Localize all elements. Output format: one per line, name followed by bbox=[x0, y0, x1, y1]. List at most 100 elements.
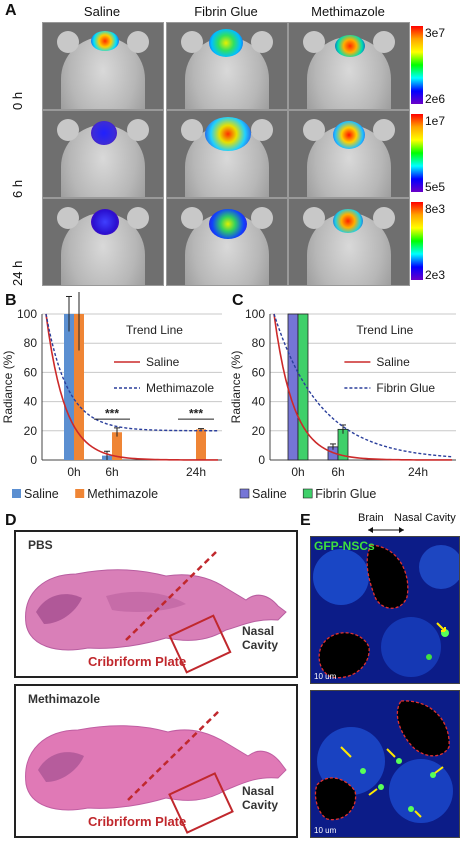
x-tick-label: 24h bbox=[186, 465, 206, 479]
y-tick-label: 0 bbox=[258, 453, 265, 467]
panel-label-c: C bbox=[232, 292, 244, 309]
trend-legend-label-saline: Saline bbox=[376, 355, 410, 369]
fluorescence-bottom-drawing bbox=[311, 691, 459, 837]
trend-line-fibrin-glue bbox=[273, 313, 453, 458]
legend-label-saline: Saline bbox=[24, 487, 59, 501]
panel-label-d: D bbox=[5, 512, 17, 529]
mouse-image-saline-6h bbox=[42, 110, 164, 198]
colorbar-24h-max: 8e3 bbox=[425, 202, 446, 216]
cribriform-line-pbs bbox=[125, 551, 217, 641]
mouse-image-fibrin-glue-24h bbox=[166, 198, 288, 286]
bar-methimazole bbox=[196, 429, 206, 460]
highlight-box-pbs bbox=[168, 614, 232, 674]
mouse-image-methimazole-6h bbox=[288, 110, 410, 198]
x-tick-label: 0h bbox=[67, 465, 80, 479]
nasal-direction-label: Nasal Cavity bbox=[394, 512, 456, 524]
label-methimazole: Methimazole bbox=[28, 692, 101, 706]
trend-legend-label-2: Fibrin Glue bbox=[376, 381, 435, 395]
y-tick-label: 20 bbox=[252, 424, 266, 438]
legend-label-saline: Saline bbox=[252, 487, 287, 501]
cribriform-plate-label-methimazole: Cribriform Plate bbox=[88, 814, 187, 829]
colorbar-0h-max: 3e7 bbox=[425, 26, 446, 40]
x-tick-label: 6h bbox=[331, 465, 344, 479]
panel-label-a: A bbox=[5, 2, 17, 19]
significance-label: *** bbox=[189, 407, 203, 421]
y-axis-label: Radiance (%) bbox=[229, 351, 243, 424]
y-tick-label: 60 bbox=[252, 365, 266, 379]
y-tick-label: 0 bbox=[30, 453, 37, 467]
y-tick-label: 80 bbox=[252, 336, 266, 350]
cribriform-plate-label-pbs: Cribriform Plate bbox=[88, 654, 187, 669]
histology-pbs: PBS Cribriform Plate Nasal Cavity bbox=[14, 530, 298, 678]
y-tick-label: 100 bbox=[245, 307, 265, 321]
chart-panel-c: 0 20 40 60 80 100 Radiance (%) 0h 6h 24h Trend Lin… bbox=[229, 307, 456, 501]
colorbar-0h-min: 2e6 bbox=[425, 92, 446, 106]
mouse-image-methimazole-24h bbox=[288, 198, 410, 286]
trend-legend-label-2: Methimazole bbox=[146, 381, 214, 395]
colorbar-6h-max: 1e7 bbox=[425, 114, 446, 128]
legend-swatch-saline bbox=[239, 488, 250, 499]
bar-saline bbox=[64, 314, 74, 460]
mouse-image-methimazole-0h bbox=[288, 22, 410, 110]
fluorescence-image-bottom: 10 um bbox=[310, 690, 460, 838]
histology-methimazole-drawing bbox=[25, 709, 287, 834]
row-label-0h: 0 h bbox=[10, 91, 25, 110]
x-tick-label: 0h bbox=[291, 465, 304, 479]
scale-bar-label-top: 10 um bbox=[314, 672, 337, 681]
colorbar-24h bbox=[411, 202, 423, 280]
row-label-24h: 24 h bbox=[10, 260, 25, 286]
bar-methimazole bbox=[74, 314, 84, 460]
mouse-image-saline-24h bbox=[42, 198, 164, 286]
nasal-cavity-label-methimazole: Nasal Cavity bbox=[242, 784, 279, 812]
y-tick-label: 100 bbox=[17, 307, 37, 321]
panel-label-b: B bbox=[5, 292, 17, 309]
scale-bar-label-bottom: 10 um bbox=[314, 826, 337, 835]
panel-label-e: E bbox=[300, 512, 311, 529]
y-axis-label: Radiance (%) bbox=[1, 351, 15, 424]
y-tick-label: 40 bbox=[252, 395, 266, 409]
column-header-methimazole: Methimazole bbox=[311, 4, 385, 19]
trend-legend-title: Trend Line bbox=[126, 323, 183, 337]
column-header-saline: Saline bbox=[83, 4, 121, 19]
row-label-6h: 6 h bbox=[10, 179, 25, 198]
y-tick-label: 60 bbox=[24, 365, 38, 379]
mouse-image-fibrin-glue-6h bbox=[166, 110, 288, 198]
y-tick-label: 40 bbox=[24, 395, 38, 409]
legend-swatch-fibrin-glue bbox=[302, 488, 313, 499]
histology-methimazole: Methimazole Cribriform Plate Nasal Cavit… bbox=[14, 684, 298, 838]
colorbar-6h bbox=[411, 114, 423, 192]
significance-label: *** bbox=[105, 407, 119, 421]
chart-panel-b: 0 20 40 60 80 100 Radiance (%) 0h 6h 24h Trend Lin… bbox=[1, 292, 222, 501]
y-tick-label: 80 bbox=[24, 336, 38, 350]
bar-saline bbox=[287, 313, 299, 461]
trend-line-saline bbox=[273, 313, 453, 461]
trend-legend-title: Trend Line bbox=[356, 323, 413, 337]
legend-label-fibrin-glue: Fibrin Glue bbox=[315, 487, 376, 501]
label-pbs: PBS bbox=[28, 538, 53, 552]
legend-label-methimazole: Methimazole bbox=[87, 487, 158, 501]
colorbar-24h-min: 2e3 bbox=[425, 268, 446, 282]
fluorescence-image-top: GFP-NSCs 10 um bbox=[310, 536, 460, 684]
trend-legend-label-saline: Saline bbox=[146, 355, 180, 369]
legend-swatch-methimazole bbox=[75, 489, 85, 498]
colorbar-0h bbox=[411, 26, 423, 104]
trend-line-methimazole bbox=[45, 313, 219, 432]
column-header-fibrin-glue: Fibrin Glue bbox=[194, 4, 258, 19]
mouse-image-saline-0h bbox=[42, 22, 164, 110]
mouse-image-fibrin-glue-0h bbox=[166, 22, 288, 110]
histology-pbs-drawing bbox=[25, 551, 287, 674]
legend-swatch-saline bbox=[12, 489, 21, 498]
cribriform-line-methimazole bbox=[127, 709, 221, 801]
nasal-cavity-label-pbs: Nasal Cavity bbox=[242, 624, 279, 652]
direction-arrow bbox=[368, 527, 404, 533]
x-tick-label: 6h bbox=[105, 465, 118, 479]
y-tick-label: 20 bbox=[24, 424, 38, 438]
bar-fibrin-glue bbox=[297, 313, 309, 461]
brain-direction-label: Brain bbox=[358, 512, 384, 524]
colorbar-6h-min: 5e5 bbox=[425, 180, 446, 194]
fluorescence-top-drawing bbox=[311, 537, 459, 683]
highlight-box-methimazole bbox=[168, 772, 234, 834]
x-tick-label: 24h bbox=[408, 465, 428, 479]
bar-methimazole bbox=[112, 432, 122, 460]
gfp-nscs-label: GFP-NSCs bbox=[314, 539, 375, 553]
